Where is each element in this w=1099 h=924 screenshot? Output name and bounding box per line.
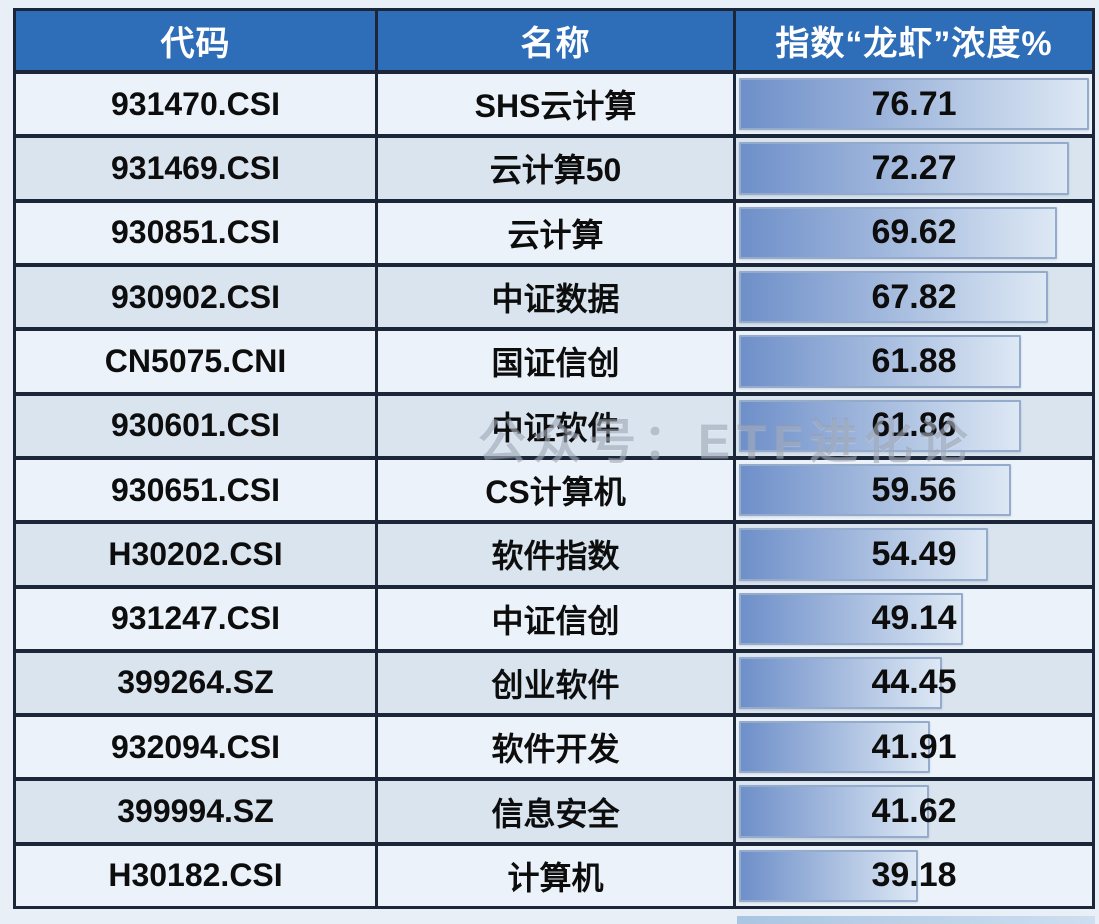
value-cell: 44.45 [736, 653, 1092, 713]
header-cell-name: 名称 [378, 11, 736, 70]
value-cell: 76.71 [736, 74, 1092, 134]
value-cell: 72.27 [736, 138, 1092, 198]
name-cell: 信息安全 [378, 781, 736, 842]
value-databar [739, 142, 1069, 195]
code-cell: 930902.CSI [16, 266, 378, 328]
table-row: 930902.CSI 中证数据 67.82 [16, 262, 1092, 328]
value-databar [739, 528, 988, 581]
table-row: 399994.SZ 信息安全 41.62 [16, 777, 1092, 842]
table-row: CN5075.CNI 国证信创 61.88 [16, 327, 1092, 392]
value-databar [739, 399, 1022, 452]
value-label: 49.14 [871, 599, 957, 638]
name-cell: 国证信创 [378, 331, 736, 392]
header-cell-code: 代码 [16, 11, 378, 70]
value-label: 54.49 [871, 534, 957, 573]
value-label: 39.18 [871, 856, 957, 895]
code-cell: 931470.CSI [16, 74, 378, 135]
code-cell: 930651.CSI [16, 459, 378, 521]
code-cell: 399264.SZ [16, 652, 378, 714]
table-body: 931470.CSI SHS云计算 76.71 931469.CSI 云计算50 72.2… [16, 74, 1092, 907]
value-label: 69.62 [871, 213, 957, 252]
value-label: 41.91 [871, 727, 957, 766]
value-databar [739, 849, 918, 903]
table-row: 931470.CSI SHS云计算 76.71 [16, 74, 1092, 135]
name-cell: 软件指数 [378, 524, 736, 585]
value-label: 59.56 [871, 470, 957, 509]
table-row: 930651.CSI CS计算机 59.56 [16, 455, 1092, 521]
code-cell: 932094.CSI [16, 717, 378, 778]
code-cell: 399994.SZ [16, 781, 378, 842]
table-header-row: 代码 名称 指数“龙虾”浓度% [16, 11, 1092, 74]
table-row: 930601.CSI 中证软件 61.86 [16, 391, 1092, 456]
name-cell: 云计算 [378, 202, 736, 263]
value-label: 76.71 [871, 84, 957, 123]
value-label: 67.82 [871, 277, 957, 316]
next-table-edge-strip [737, 916, 1095, 924]
value-databar [739, 656, 942, 710]
value-databar [739, 206, 1057, 259]
value-cell: 41.62 [736, 781, 1092, 841]
name-cell: 软件开发 [378, 717, 736, 778]
value-cell: 61.86 [736, 396, 1092, 456]
value-databar [739, 463, 1011, 517]
value-databar [739, 721, 931, 774]
index-concentration-table: 代码 名称 指数“龙虾”浓度% 931470.CSI SHS云计算 76.71 931… [13, 8, 1095, 909]
value-cell: 41.91 [736, 717, 1092, 777]
code-cell: H30182.CSI [16, 845, 378, 907]
value-cell: 61.88 [736, 331, 1092, 391]
value-label: 44.45 [871, 663, 957, 702]
table-row: 932094.CSI 软件开发 41.91 [16, 713, 1092, 778]
value-databar [739, 785, 929, 838]
code-cell: 931469.CSI [16, 138, 378, 199]
table-row: 930851.CSI 云计算 69.62 [16, 198, 1092, 263]
value-label: 61.86 [871, 406, 957, 445]
code-cell: CN5075.CNI [16, 331, 378, 392]
name-cell: 创业软件 [378, 652, 736, 714]
code-cell: 930851.CSI [16, 202, 378, 263]
table-row: 931247.CSI 中证信创 49.14 [16, 584, 1092, 649]
name-cell: 中证数据 [378, 266, 736, 328]
table-row: H30182.CSI 计算机 39.18 [16, 841, 1092, 907]
value-databar [739, 592, 964, 645]
table-row: 931469.CSI 云计算50 72.27 [16, 134, 1092, 199]
value-databar [739, 270, 1049, 324]
table-row: 399264.SZ 创业软件 44.45 [16, 648, 1092, 714]
value-label: 41.62 [871, 792, 957, 831]
value-databar [739, 335, 1022, 388]
name-cell: CS计算机 [378, 459, 736, 521]
name-cell: 中证软件 [378, 395, 736, 456]
table-row: H30202.CSI 软件指数 54.49 [16, 520, 1092, 585]
code-cell: 931247.CSI [16, 588, 378, 649]
value-databar [739, 78, 1089, 131]
name-cell: SHS云计算 [378, 74, 736, 135]
value-cell: 59.56 [736, 460, 1092, 520]
header-cell-concentration: 指数“龙虾”浓度% [775, 25, 1053, 63]
value-cell: 54.49 [736, 524, 1092, 584]
code-cell: 930601.CSI [16, 395, 378, 456]
name-cell: 计算机 [378, 845, 736, 907]
value-cell: 69.62 [736, 203, 1092, 263]
value-label: 72.27 [871, 148, 957, 187]
name-cell: 云计算50 [378, 138, 736, 199]
value-label: 61.88 [871, 341, 957, 380]
name-cell: 中证信创 [378, 588, 736, 649]
value-cell: 39.18 [736, 846, 1092, 906]
code-cell: H30202.CSI [16, 524, 378, 585]
value-cell: 49.14 [736, 589, 1092, 649]
value-cell: 67.82 [736, 267, 1092, 327]
